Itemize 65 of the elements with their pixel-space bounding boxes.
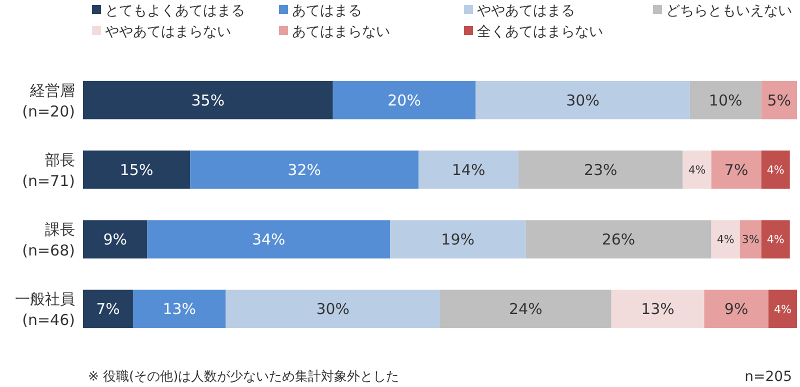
bar [761,150,790,189]
legend-label: とてもよくあてはまる [105,2,245,19]
bar [768,290,797,328]
bar [390,220,526,258]
bar [83,150,190,189]
data-label: 19% [441,230,475,249]
data-label: 30% [316,300,350,318]
bar [711,220,740,258]
bar [740,220,762,258]
bar [83,290,133,328]
bar [147,220,390,258]
y-tick-label: 部長 (n=71) [22,150,75,190]
legend-label: どちらともいえない [666,2,792,19]
bar [526,220,712,258]
data-label: 26% [602,230,636,249]
data-label: 10% [708,91,742,110]
data-label: 3% [742,233,760,246]
y-tick-label: 一般社員 (n=46) [15,290,75,330]
legend-label: ややあてはまらない [105,24,231,40]
data-label: 32% [288,160,322,179]
bar [611,290,704,328]
legend-label: ややあてはまる [477,2,575,19]
bar [83,80,333,120]
data-label: 4% [766,233,784,246]
bar [690,80,762,120]
legend-label: あてはまらない [292,24,390,40]
data-label: 13% [641,300,674,318]
data-label: 13% [162,300,196,318]
data-label: 9% [724,300,748,318]
bar [418,150,519,189]
data-label: 4% [766,164,784,177]
bar [440,290,612,328]
data-label: 5% [767,91,792,110]
bar [761,80,797,120]
bar [518,150,683,189]
data-label: 7% [96,300,120,318]
data-label: 14% [452,160,486,179]
data-label: 4% [688,164,706,177]
data-label: 9% [103,230,128,249]
data-label: 20% [388,91,421,110]
bar [761,220,790,258]
y-tick-label: 経営層 (n=20) [22,81,75,120]
data-label: 23% [584,160,618,179]
text: ※ 役職(その他)は人数が少ないため集計対象外とした [88,368,400,385]
data-label: 15% [120,160,154,179]
bar [476,80,690,120]
data-label: 4% [716,233,734,246]
data-label: 30% [566,91,600,110]
data-label: 4% [774,302,792,316]
bar [83,220,148,258]
bar [226,290,440,328]
legend-label: あてはまる [292,2,362,19]
bar [704,290,768,328]
data-label: 35% [191,91,225,110]
bar [132,290,226,328]
y-tick-label: 課長 (n=68) [22,220,75,260]
legend-label: 全くあてはまらない [477,24,603,40]
bar [711,150,762,189]
data-label: 24% [509,300,542,318]
data-label: 7% [724,160,748,179]
bar [190,150,419,189]
bar [682,150,712,189]
bar [332,80,476,120]
data-label: 34% [252,230,286,249]
text: n=205 [744,368,792,385]
